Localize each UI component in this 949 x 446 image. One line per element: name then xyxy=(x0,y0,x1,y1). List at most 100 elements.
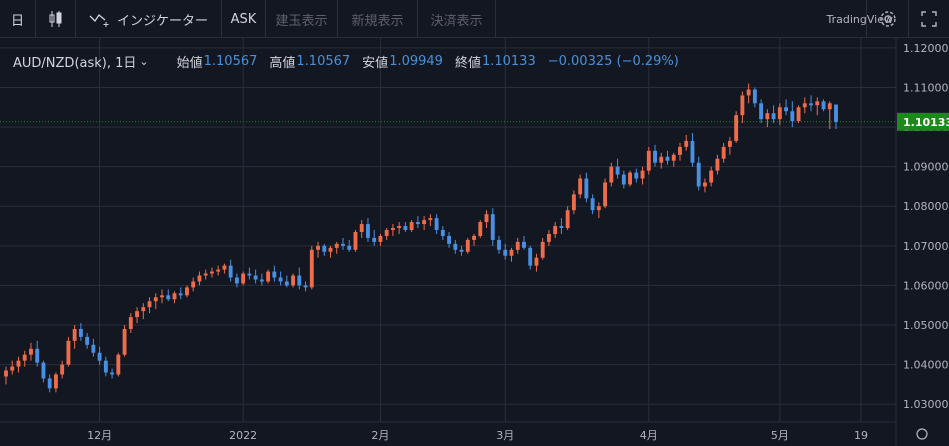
chevron-down-icon[interactable]: ⌄ xyxy=(139,55,149,68)
axis-gear-icon xyxy=(916,428,928,440)
y-tick-label: 1.11000 xyxy=(903,81,949,94)
open-value: 1.10567 xyxy=(203,54,258,69)
y-tick-label: 1.12000 xyxy=(903,42,949,55)
candle-body xyxy=(297,275,302,286)
candle-body xyxy=(197,275,202,282)
new-display-button[interactable]: 新規表示 xyxy=(338,0,418,38)
candle-body xyxy=(4,370,8,377)
indicators-label: インジケーター xyxy=(116,13,208,29)
candle-body xyxy=(565,210,570,229)
candle-body xyxy=(97,352,102,361)
expand-icon xyxy=(921,11,937,27)
candle-body xyxy=(135,311,139,318)
candle-body xyxy=(372,237,377,242)
candle-body xyxy=(696,162,701,187)
last-price-label: 1.10133 xyxy=(903,116,949,129)
candle-body xyxy=(384,230,389,236)
low-label: 安値 xyxy=(362,56,389,71)
candle-body xyxy=(178,293,183,296)
y-tick-label: 1.09000 xyxy=(903,161,949,174)
close-label: 終値 xyxy=(454,56,481,71)
interval-button[interactable]: 日 xyxy=(0,0,36,38)
candle-body xyxy=(422,220,427,225)
candle-body xyxy=(515,241,520,250)
candle-body xyxy=(659,156,664,163)
candle-body xyxy=(41,362,46,379)
candle-body xyxy=(584,178,589,199)
tradingview-brand: TradingView xyxy=(826,12,893,26)
grid-lines xyxy=(0,38,896,422)
gear-icon xyxy=(880,11,896,27)
candle-body xyxy=(727,140,732,147)
chart-type-button[interactable] xyxy=(36,0,76,38)
candle-body xyxy=(403,226,408,230)
candle-body xyxy=(653,150,657,163)
x-tick-label: 19 xyxy=(854,429,868,442)
candle-body xyxy=(571,194,576,211)
candle-body xyxy=(497,239,501,250)
candle-body xyxy=(478,222,483,236)
candle-body xyxy=(746,89,751,96)
candle-body xyxy=(447,235,452,244)
candle-body xyxy=(147,301,152,308)
candle-body xyxy=(765,113,770,120)
symbol-label[interactable]: AUD/NZD(ask), 1日 xyxy=(13,56,137,71)
candle-body xyxy=(309,249,314,288)
candle-body xyxy=(503,249,508,256)
candle-body xyxy=(553,226,558,234)
candle-body xyxy=(291,275,296,286)
candle-body xyxy=(122,328,127,355)
candle-body xyxy=(216,269,221,272)
candle-body xyxy=(378,235,383,242)
candle-body xyxy=(528,247,533,266)
candle-body xyxy=(609,166,614,183)
indicator-icon xyxy=(89,14,109,27)
fullscreen-button[interactable] xyxy=(908,0,949,38)
candle-body xyxy=(415,222,420,225)
candle-body xyxy=(60,364,65,375)
settle-display-button[interactable]: 決済表示 xyxy=(418,0,496,38)
candle-body xyxy=(603,182,608,207)
candle-body xyxy=(284,281,289,286)
candle-body xyxy=(796,107,801,122)
candle-body xyxy=(359,224,364,232)
candle-body xyxy=(827,103,832,110)
candle-body xyxy=(347,245,352,250)
position-display-button[interactable]: 建玉表示 xyxy=(266,0,338,38)
candle-body xyxy=(777,107,782,120)
candle-body xyxy=(390,228,395,230)
candle-body xyxy=(234,277,239,284)
candle-body xyxy=(715,158,720,171)
indicators-button[interactable]: インジケーター xyxy=(76,0,222,38)
candle-body xyxy=(703,182,707,187)
candle-body xyxy=(596,206,601,211)
top-toolbar: 日 インジケーター ASK 建玉表示 新規表示 決済表示 TradingView xyxy=(0,0,949,38)
candle-body xyxy=(278,277,283,282)
candle-body xyxy=(110,372,115,375)
axes: 1.120001.110001.100001.090001.080001.070… xyxy=(0,38,949,446)
settings-button[interactable] xyxy=(866,0,909,38)
candle-body xyxy=(266,271,271,282)
candle-body xyxy=(78,328,83,337)
new-display-label: 新規表示 xyxy=(351,13,404,29)
last-price-badge xyxy=(897,112,949,131)
settle-display-label: 決済表示 xyxy=(430,13,483,29)
price-chart[interactable]: 1.120001.110001.100001.090001.080001.070… xyxy=(0,38,949,446)
candle-body xyxy=(490,214,495,240)
candle-body xyxy=(66,340,71,365)
candle-body xyxy=(546,233,551,242)
candle-body xyxy=(709,170,714,183)
candle-body xyxy=(259,279,264,282)
candle-body xyxy=(166,295,171,300)
candle-body xyxy=(759,103,764,120)
y-tick-label: 1.04000 xyxy=(903,359,949,372)
axis-settings-icon[interactable] xyxy=(916,428,928,440)
ask-button[interactable]: ASK xyxy=(222,0,266,38)
candle-body xyxy=(690,140,695,163)
candle-body xyxy=(341,243,345,246)
candle-body xyxy=(809,103,813,106)
candle-body xyxy=(740,95,745,116)
x-tick-label: 2月 xyxy=(371,429,389,442)
candle-body xyxy=(628,172,632,185)
candle-body xyxy=(303,285,308,288)
